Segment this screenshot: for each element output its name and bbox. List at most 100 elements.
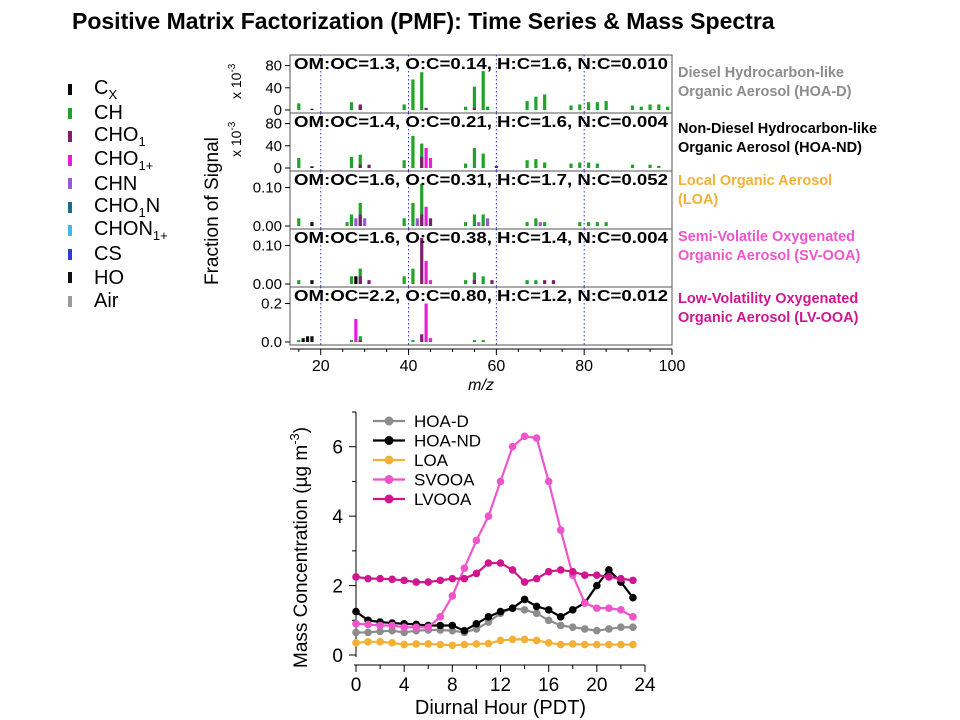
y-tick-label: 0.2 [261,296,282,313]
data-point [568,640,577,648]
data-point [629,576,637,585]
data-point [617,578,625,586]
data-point [364,574,372,583]
data-point [400,628,408,637]
data-point [448,626,457,635]
spectrum-bar [569,163,573,168]
ion-category-item: CHN [68,172,168,196]
data-point [520,635,529,644]
x-tick-label: 20 [586,675,607,696]
ion-category-swatch [68,131,72,143]
data-point [424,640,433,648]
data-point [460,640,469,649]
spectrum-bar [420,183,424,226]
data-point [532,434,541,442]
y-tick-label: 80 [265,116,282,133]
ion-category-label: CHON1+ [94,218,168,244]
spectrum-bar [481,214,485,226]
spectrum-bar [543,94,547,110]
data-point [605,604,613,612]
legend-label: LVOOA [414,490,472,509]
spectrum-bar [525,160,529,168]
y-tick-label: 6 [332,438,343,459]
spectrum-bar [648,164,652,168]
data-point [424,621,433,630]
data-point [412,578,421,586]
data-point [436,576,445,585]
data-point [496,609,505,618]
elemental-ratio-label: OM:OC=1.6, O:C=0.31, H:C=1.7, N:C=0.052 [294,172,668,189]
elemental-ratio-label: OM:OC=1.4, O:C=0.21, H:C=1.6, N:C=0.004 [294,114,668,131]
spectrum-bar [297,103,301,110]
data-point [376,627,384,636]
data-point [580,599,589,607]
ion-category-item: CHO1+ [68,149,168,173]
spectrum-bar [534,159,538,168]
series-line [355,435,634,629]
data-point [629,593,637,602]
data-point [544,616,553,625]
x-tick-label: 12 [490,675,511,696]
spectrum-bar [586,162,591,168]
data-point [400,623,408,632]
data-point [629,613,637,621]
spectrum-bar [639,106,643,110]
factor-name: Diesel Hydrocarbon-like Organic Aerosol (… [678,65,852,100]
ion-category-label: CHN [94,172,138,195]
spectrum-bar [402,160,406,168]
data-point [484,559,493,567]
spectrum-bar [367,164,371,168]
x-tick-label: 4 [399,675,410,696]
data-point [593,571,601,579]
spectrum-bar [301,338,305,342]
legend-item: HOA-D [373,412,469,431]
legend-item: SVOOA [373,471,475,490]
data-point [629,640,637,649]
data-point [436,621,445,630]
data-point [436,613,445,621]
spectrum-bar [472,280,477,284]
legend-item: LOA [373,451,449,470]
legend-marker [384,455,394,465]
data-point [352,607,360,616]
spectrum-bar [402,276,406,284]
spectrum-bar [420,214,424,226]
data-point [568,567,577,576]
series-lvooa [352,559,637,586]
data-point [484,512,493,520]
spectrum-bar [349,214,354,226]
data-point [424,626,433,634]
data-point [580,640,589,649]
data-point [448,621,457,630]
spectrum-bar [358,336,362,342]
spectrum-bar [424,303,428,342]
panel-frame [289,112,673,172]
series-loa [352,635,637,650]
data-point [412,626,421,635]
data-point [484,613,493,621]
spectrum-bar [472,148,477,168]
spectrum-bar [428,338,433,342]
data-point [580,625,589,633]
data-point [568,571,577,579]
spectrum-panel: 0 40 80 x 10-3 OM:OC=1.3, O:C=0.14, H:C=1.6,… [227,54,673,119]
data-point [496,559,505,567]
spectrum-bar [630,164,635,168]
data-point [593,626,601,635]
data-point [352,639,360,647]
spectrum-bar [349,276,354,284]
spectrum-bar [578,162,582,168]
data-point [472,640,481,648]
data-point [556,613,565,621]
data-point [508,604,517,612]
spectrum-bar [358,164,362,168]
ion-category-label: HO [94,266,124,289]
x-axis-label: m/z [468,377,494,394]
spectrum-bar [657,104,661,110]
data-point [448,592,457,600]
y-tick-label: 0.00 [253,218,282,235]
x-tick-label: 60 [487,358,505,375]
ion-category-item: CHO1N [68,196,168,220]
spectrum-bar [358,214,362,226]
spectrum-bar [525,101,529,110]
